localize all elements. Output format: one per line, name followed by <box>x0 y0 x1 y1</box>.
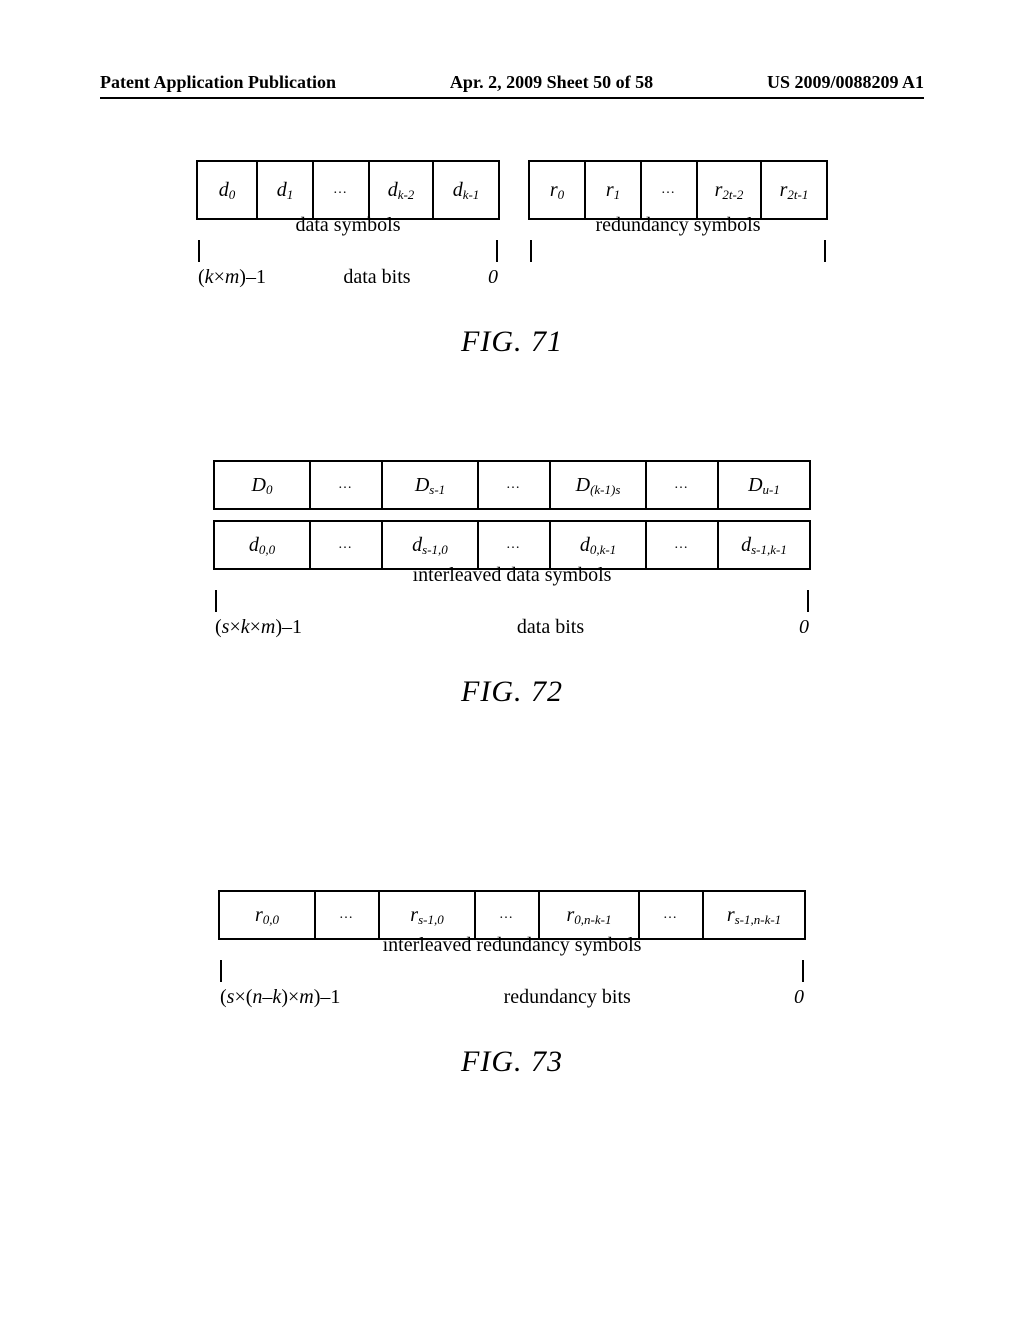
cell-d1: d1 <box>258 162 314 218</box>
cell-dk2: dk-2 <box>370 162 434 218</box>
fig72-bits-right: 0 <box>799 616 809 639</box>
cell-dots: … <box>314 162 370 218</box>
fig73-row: r0,0 … rs-1,0 … r0,n-k-1 … rs-1,n-k-1 <box>218 890 806 940</box>
cell-ds1k1: ds-1,k-1 <box>719 522 809 568</box>
cell-ds10: ds-1,0 <box>383 522 479 568</box>
cell-Ds1: Ds-1 <box>383 462 479 508</box>
cell-d0k1: d0,k-1 <box>551 522 647 568</box>
cell-dots: … <box>640 892 704 938</box>
fig71-bits-center: data bits <box>343 266 410 289</box>
fig72-row2: d0,0 … ds-1,0 … d0,k-1 … ds-1,k-1 <box>213 520 811 570</box>
fig71-data-label: data symbols <box>200 214 496 237</box>
header-left: Patent Application Publication <box>100 72 336 93</box>
fig71-data-cells: d0 d1 … dk-2 dk-1 <box>196 160 500 220</box>
cell-r2t1: r2t-1 <box>762 162 826 218</box>
fig72-bits-left: (s×k×m)–1 <box>215 616 302 639</box>
cell-rs10: rs-1,0 <box>380 892 476 938</box>
cell-D0: D0 <box>215 462 311 508</box>
fig72-bits-center: data bits <box>517 616 584 639</box>
cell-dots: … <box>311 462 383 508</box>
cell-dots: … <box>647 462 719 508</box>
cell-dots: … <box>647 522 719 568</box>
fig72-row1: D0 … Ds-1 … D(k-1)s … Du-1 <box>213 460 811 510</box>
fig73-bits-right: 0 <box>794 986 804 1009</box>
header-center: Apr. 2, 2009 Sheet 50 of 58 <box>450 72 653 93</box>
cell-d0: d0 <box>198 162 258 218</box>
fig71-bits-left: (k×m)–1 <box>198 266 266 289</box>
cell-r1: r1 <box>586 162 642 218</box>
header-right: US 2009/0088209 A1 <box>767 72 924 93</box>
cell-dots: … <box>642 162 698 218</box>
cell-dk1: dk-1 <box>434 162 498 218</box>
fig-71: d0 d1 … dk-2 dk-1 data symbols (k×m)–1 d… <box>0 160 1024 359</box>
fig73-bits-left: (s×(n–k)×m)–1 <box>220 986 340 1009</box>
cell-Dk1s: D(k-1)s <box>551 462 647 508</box>
fig73-bits-center: redundancy bits <box>504 986 631 1009</box>
cell-dots: … <box>311 522 383 568</box>
cell-d00: d0,0 <box>215 522 311 568</box>
fig71-caption: FIG. 71 <box>0 325 1024 359</box>
cell-r2t2: r2t-2 <box>698 162 762 218</box>
fig-73: r0,0 … rs-1,0 … r0,n-k-1 … rs-1,n-k-1 in… <box>0 890 1024 1079</box>
fig71-red-label: redundancy symbols <box>532 214 824 237</box>
fig71-red-cells: r0 r1 … r2t-2 r2t-1 <box>528 160 828 220</box>
cell-r00: r0,0 <box>220 892 316 938</box>
fig73-caption: FIG. 73 <box>0 1045 1024 1079</box>
cell-Du1: Du-1 <box>719 462 809 508</box>
fig71-bits-right: 0 <box>488 266 498 289</box>
page-header: Patent Application Publication Apr. 2, 2… <box>100 72 924 99</box>
fig72-label: interleaved data symbols <box>217 564 807 587</box>
fig73-label: interleaved redundancy symbols <box>222 934 802 957</box>
fig-72: D0 … Ds-1 … D(k-1)s … Du-1 d0,0 … ds-1,0… <box>0 460 1024 709</box>
cell-dots: … <box>479 522 551 568</box>
cell-r0nk1: r0,n-k-1 <box>540 892 640 938</box>
cell-rs1nk1: rs-1,n-k-1 <box>704 892 804 938</box>
cell-dots: … <box>479 462 551 508</box>
cell-dots: … <box>476 892 540 938</box>
cell-r0: r0 <box>530 162 586 218</box>
fig72-caption: FIG. 72 <box>0 675 1024 709</box>
cell-dots: … <box>316 892 380 938</box>
